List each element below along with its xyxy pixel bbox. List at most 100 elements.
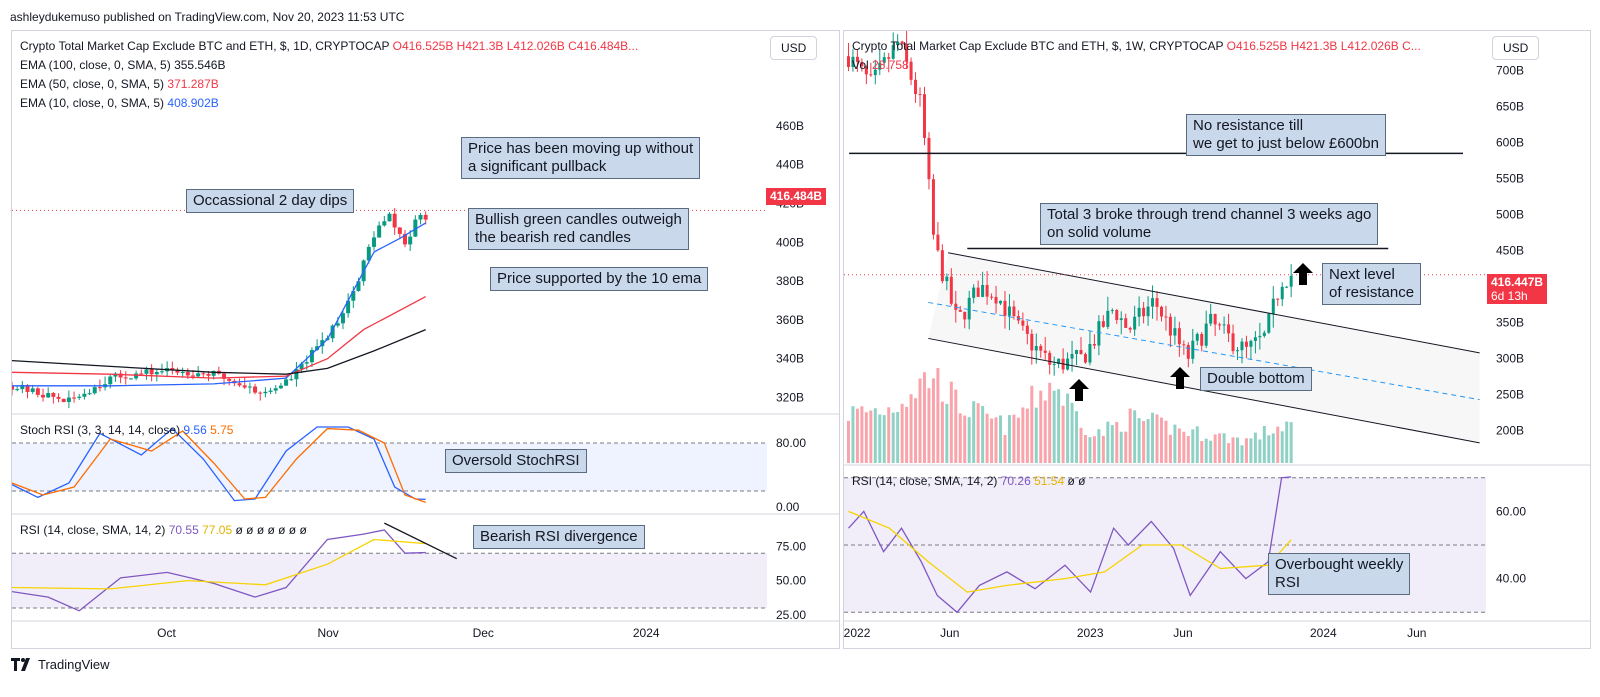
volume-bar-7 — [878, 414, 882, 463]
annotation-resistance[interactable]: No resistance till we get to just below … — [1186, 114, 1386, 156]
daily-candle-46 — [247, 386, 252, 388]
annotation-supported[interactable]: Price supported by the 10 ema — [490, 267, 709, 291]
daily-high: H421.3B — [456, 39, 504, 53]
volume-bar-82 — [1213, 434, 1217, 463]
volume-bar-88 — [1240, 445, 1244, 463]
daily-candle-50 — [268, 390, 273, 392]
volume-bar-54 — [1088, 437, 1092, 463]
weekly-rsi-line-1 — [848, 510, 1292, 593]
weekly-candle-1 — [851, 56, 855, 67]
annotation-pullback-line-2: a significant pullback — [468, 158, 607, 175]
volume-bar-94 — [1267, 435, 1271, 463]
annotation-dips[interactable]: Occassional 2 day dips — [186, 189, 355, 213]
footer-brand[interactable]: TradingView — [11, 657, 110, 672]
weekly-candle-43 — [1039, 345, 1043, 351]
volume-bar-43 — [1039, 390, 1043, 463]
daily-currency-button[interactable]: USD — [770, 36, 818, 60]
annotation-total3[interactable]: Total 3 broke through trend channel 3 we… — [1040, 203, 1379, 245]
volume-bar-31 — [985, 413, 989, 463]
weekly-legend-title-row: Crypto Total Market Cap Exclude BTC and … — [852, 37, 1421, 56]
weekly-candle-65 — [1137, 307, 1141, 317]
weekly-rsi-label: RSI (14, close, SMA, 14, 2) — [852, 474, 998, 488]
daily-candle-67 — [356, 281, 361, 291]
volume-bar-81 — [1209, 440, 1213, 463]
volume-bar-15 — [914, 398, 918, 463]
daily-rsi-value: 70.55 — [168, 523, 199, 537]
weekly-candle-34 — [999, 300, 1003, 304]
volume-bar-9 — [887, 407, 891, 463]
weekly-candle-44 — [1043, 350, 1047, 353]
weekly-candle-66 — [1142, 307, 1146, 317]
volume-bar-69 — [1155, 414, 1159, 463]
weekly-candle-95 — [1271, 298, 1275, 314]
daily-legend-title-row: Crypto Total Market Cap Exclude BTC and … — [20, 37, 638, 56]
weekly-candle-97 — [1280, 286, 1284, 300]
volume-bar-16 — [918, 378, 922, 463]
trend-channel-fill — [928, 252, 1480, 443]
weekly-chart-pane[interactable]: 700B650B600B550B500B450B400B350B300B250B… — [843, 30, 1591, 649]
volume-bar-10 — [891, 412, 895, 463]
volume-bar-40 — [1025, 408, 1029, 463]
daily-candle-65 — [346, 300, 351, 314]
volume-bar-24 — [954, 389, 958, 463]
annotation-double-bottom[interactable]: Double bottom — [1200, 367, 1312, 391]
annotation-overbought[interactable]: Overbought weekly RSI — [1268, 553, 1411, 595]
volume-bar-45 — [1048, 382, 1052, 463]
annotation-total3-line-1: Total 3 broke through trend channel 3 we… — [1047, 206, 1372, 223]
daily-candle-28 — [154, 371, 159, 375]
volume-bar-61 — [1119, 431, 1123, 463]
daily-chart-svg[interactable]: 460B440B420B400B380B360B340B320B80.000.0… — [12, 31, 839, 648]
weekly-currency-button[interactable]: USD — [1492, 36, 1540, 60]
daily-candle-8 — [51, 393, 56, 397]
volume-bar-77 — [1191, 429, 1195, 463]
volume-bar-33 — [994, 417, 998, 463]
volume-bar-29 — [976, 403, 980, 463]
daily-candle-27 — [149, 369, 154, 375]
annotation-pullback[interactable]: Price has been moving up without a signi… — [461, 137, 701, 179]
volume-bar-89 — [1244, 438, 1248, 463]
volume-bar-11 — [896, 411, 900, 463]
weekly-rsi-line-0 — [848, 476, 1292, 614]
ema100-label: EMA (100, close, 0, SMA, 5) — [20, 58, 171, 72]
volume-bar-3 — [860, 406, 864, 463]
annotation-resistance-line-1: No resistance till — [1193, 117, 1304, 134]
weekly-candle-46 — [1052, 363, 1056, 365]
ema10-value: 408.902B — [167, 96, 219, 110]
daily-candle-53 — [284, 379, 289, 386]
weekly-rsi-value: 70.26 — [1000, 474, 1031, 488]
weekly-candle-18 — [927, 137, 931, 180]
weekly-chart-svg[interactable]: 700B650B600B550B500B450B400B350B300B250B… — [844, 31, 1590, 648]
weekly-candle-28 — [972, 287, 976, 298]
volume-bar-1 — [851, 406, 855, 463]
volume-bar-92 — [1258, 439, 1262, 463]
daily-candle-16 — [92, 387, 97, 394]
volume-bar-68 — [1151, 412, 1155, 463]
daily-rsi-y-tick-0: 75.00 — [776, 539, 806, 553]
volume-bar-36 — [1007, 415, 1011, 463]
annotation-next-level[interactable]: Next level of resistance — [1322, 263, 1422, 305]
weekly-high: H421.3B — [1290, 39, 1338, 53]
daily-candle-70 — [371, 237, 376, 247]
volume-bar-48 — [1061, 405, 1065, 463]
volume-bar-0 — [846, 420, 850, 463]
weekly-candle-83 — [1218, 324, 1222, 326]
daily-candle-79 — [418, 214, 423, 220]
daily-ema-line-1 — [12, 296, 427, 379]
annotation-oversold[interactable]: Oversold StochRSI — [445, 449, 587, 473]
ema100-legend: EMA (100, close, 0, SMA, 5) 355.546B — [20, 56, 225, 75]
ema50-value: 371.287B — [167, 77, 219, 91]
annotation-divergence[interactable]: Bearish RSI divergence — [473, 525, 645, 549]
weekly-candle-60 — [1115, 310, 1119, 321]
daily-candle-33 — [180, 372, 185, 374]
daily-chart-pane[interactable]: 460B440B420B400B380B360B340B320B80.000.0… — [11, 30, 840, 649]
weekly-candle-32 — [990, 296, 994, 298]
daily-x-tick-2: Dec — [473, 626, 494, 640]
volume-bar-2 — [855, 408, 859, 463]
annotation-bullish[interactable]: Bullish green candles outweigh the beari… — [468, 208, 689, 250]
daily-candle-7 — [46, 393, 51, 398]
volume-bar-59 — [1110, 425, 1114, 463]
daily-price-tag: 416.484B — [766, 188, 827, 205]
daily-candle-63 — [335, 323, 340, 326]
weekly-candle-13 — [905, 43, 909, 62]
daily-rsi-legend: RSI (14, close, SMA, 14, 2) 70.55 77.05 … — [20, 521, 307, 540]
